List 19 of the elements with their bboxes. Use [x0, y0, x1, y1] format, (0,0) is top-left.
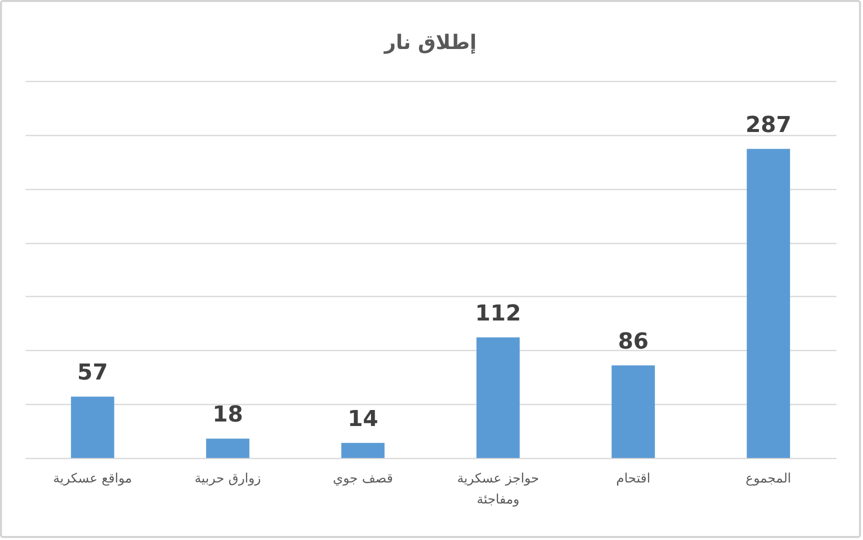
x-tick-label: المجموع — [746, 472, 792, 486]
bar — [206, 438, 250, 458]
x-tick-label: قصف جوي — [332, 472, 393, 486]
data-label: 112 — [475, 301, 522, 326]
bar — [70, 396, 114, 458]
bar — [341, 442, 385, 458]
data-label: 14 — [348, 406, 378, 432]
bar — [612, 365, 655, 458]
x-tick-label: زوارق حربية — [194, 472, 261, 486]
data-label: 86 — [618, 329, 649, 354]
bar — [746, 148, 790, 458]
bar — [476, 337, 520, 458]
x-tick-label: مواقع عسكرية — [53, 472, 132, 486]
data-label: 57 — [77, 360, 108, 386]
x-tick-label: حواجز عسكرية ومفاجئة — [457, 472, 540, 508]
chart-title: إطلاق نار — [383, 30, 477, 54]
x-tick-label: اقتحام — [616, 472, 650, 486]
data-label: 18 — [212, 402, 244, 428]
data-label: 287 — [745, 112, 792, 138]
